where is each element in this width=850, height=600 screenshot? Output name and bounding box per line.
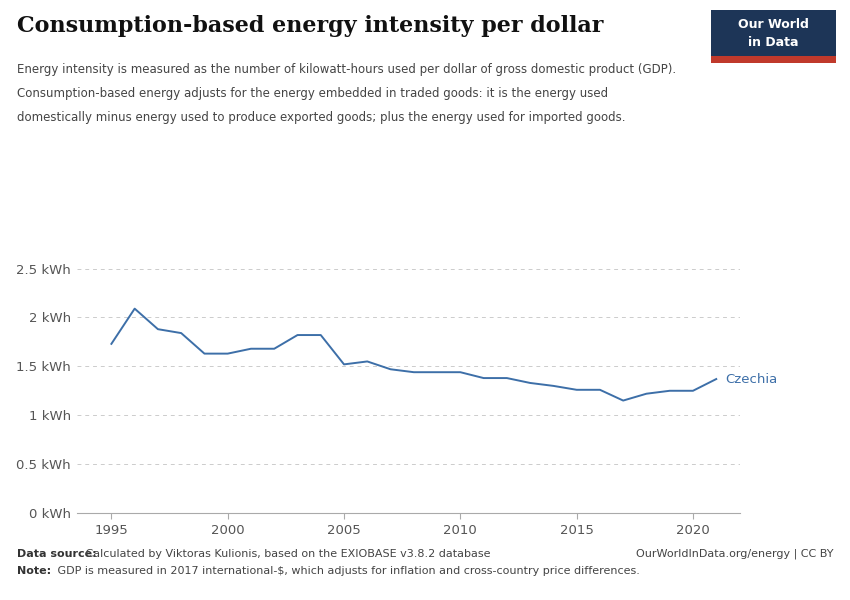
Text: GDP is measured in 2017 international-$, which adjusts for inflation and cross-c: GDP is measured in 2017 international-$,… [54, 566, 640, 576]
Text: domestically minus energy used to produce exported goods; plus the energy used f: domestically minus energy used to produc… [17, 111, 626, 124]
Text: Note:: Note: [17, 566, 51, 576]
Text: Data source:: Data source: [17, 549, 97, 559]
Text: Our World: Our World [738, 19, 809, 31]
Text: in Data: in Data [748, 37, 799, 49]
Text: Calculated by Viktoras Kulionis, based on the EXIOBASE v3.8.2 database: Calculated by Viktoras Kulionis, based o… [82, 549, 491, 559]
Text: Czechia: Czechia [726, 373, 778, 386]
Text: Consumption-based energy adjusts for the energy embedded in traded goods: it is : Consumption-based energy adjusts for the… [17, 87, 608, 100]
Text: OurWorldInData.org/energy | CC BY: OurWorldInData.org/energy | CC BY [636, 548, 833, 559]
Text: Consumption-based energy intensity per dollar: Consumption-based energy intensity per d… [17, 15, 604, 37]
Text: Energy intensity is measured as the number of kilowatt-hours used per dollar of : Energy intensity is measured as the numb… [17, 63, 676, 76]
